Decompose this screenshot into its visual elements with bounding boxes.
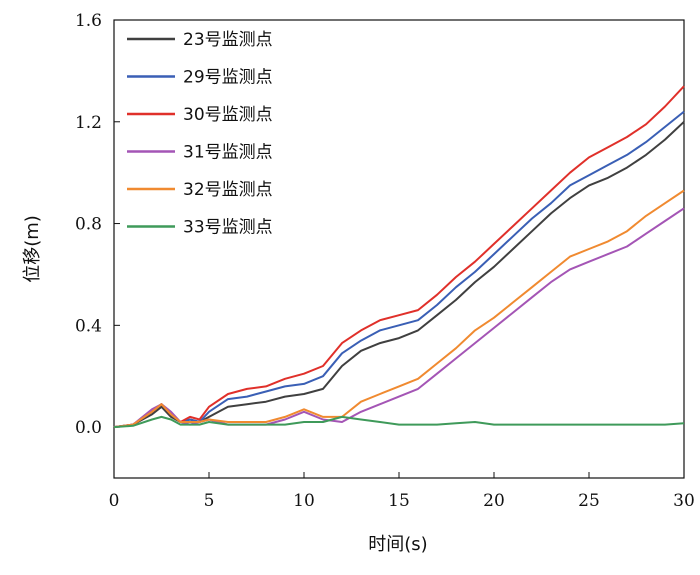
legend-label: 29号监测点	[183, 68, 273, 88]
series-line-6	[113, 415, 685, 429]
legend-label: 33号监测点	[183, 218, 273, 238]
y-ticks: 0.0 0.4 0.8 1.2 1.6	[75, 11, 120, 438]
x-tick-label: 25	[578, 491, 600, 511]
series-group	[113, 85, 685, 429]
y-tick-label: 0.4	[75, 316, 102, 336]
y-tick-label: 1.2	[75, 113, 102, 133]
x-tick-label: 20	[483, 491, 505, 511]
legend: 23号监测点 29号监测点 30号监测点 31号监测点 32号监测点 33号监测点	[127, 30, 273, 238]
series-line-2	[113, 110, 685, 429]
x-axis-label: 时间(s)	[368, 534, 427, 555]
y-axis-label: 位移(m)	[22, 215, 43, 283]
series-line-5	[113, 189, 685, 429]
series-line-3	[113, 85, 685, 429]
legend-label: 30号监测点	[183, 105, 273, 125]
y-tick-label: 1.6	[75, 11, 102, 31]
y-tick-label: 0.0	[75, 418, 102, 438]
series-line-1	[113, 121, 685, 429]
x-tick-label: 5	[204, 491, 215, 511]
x-tick-label: 0	[109, 491, 120, 511]
x-tick-label: 30	[673, 491, 695, 511]
y-tick-label: 0.8	[75, 215, 102, 235]
x-tick-label: 10	[293, 491, 315, 511]
plot-frame	[113, 19, 685, 479]
legend-label: 32号监测点	[183, 180, 273, 200]
legend-label: 31号监测点	[183, 143, 273, 163]
x-tick-label: 15	[388, 491, 410, 511]
series-line-4	[113, 207, 685, 429]
x-ticks: 0 5 10 15 20 25 30	[109, 472, 695, 511]
legend-label: 23号监测点	[183, 30, 273, 50]
